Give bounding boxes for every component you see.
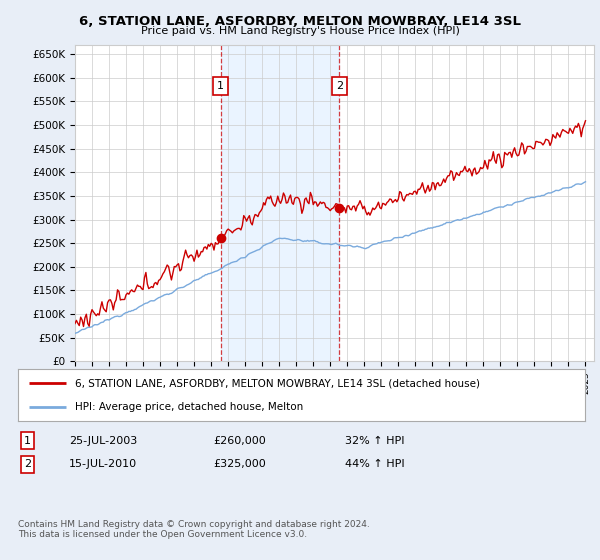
- Text: HPI: Average price, detached house, Melton: HPI: Average price, detached house, Melt…: [75, 402, 303, 412]
- Text: 25-JUL-2003: 25-JUL-2003: [69, 436, 137, 446]
- Text: Price paid vs. HM Land Registry's House Price Index (HPI): Price paid vs. HM Land Registry's House …: [140, 26, 460, 36]
- Bar: [221, 45, 340, 361]
- Text: 6, STATION LANE, ASFORDBY, MELTON MOWBRAY, LE14 3SL (detached house): 6, STATION LANE, ASFORDBY, MELTON MOWBRA…: [75, 378, 480, 388]
- Text: 15-JUL-2010: 15-JUL-2010: [69, 459, 137, 469]
- Text: 1: 1: [24, 436, 31, 446]
- Text: 1: 1: [217, 81, 224, 91]
- Text: 2: 2: [336, 81, 343, 91]
- Text: 2: 2: [24, 459, 31, 469]
- Text: £325,000: £325,000: [213, 459, 266, 469]
- Text: 6, STATION LANE, ASFORDBY, MELTON MOWBRAY, LE14 3SL: 6, STATION LANE, ASFORDBY, MELTON MOWBRA…: [79, 15, 521, 27]
- Text: £260,000: £260,000: [213, 436, 266, 446]
- Text: Contains HM Land Registry data © Crown copyright and database right 2024.
This d: Contains HM Land Registry data © Crown c…: [18, 520, 370, 539]
- Text: 32% ↑ HPI: 32% ↑ HPI: [345, 436, 404, 446]
- Text: 44% ↑ HPI: 44% ↑ HPI: [345, 459, 404, 469]
